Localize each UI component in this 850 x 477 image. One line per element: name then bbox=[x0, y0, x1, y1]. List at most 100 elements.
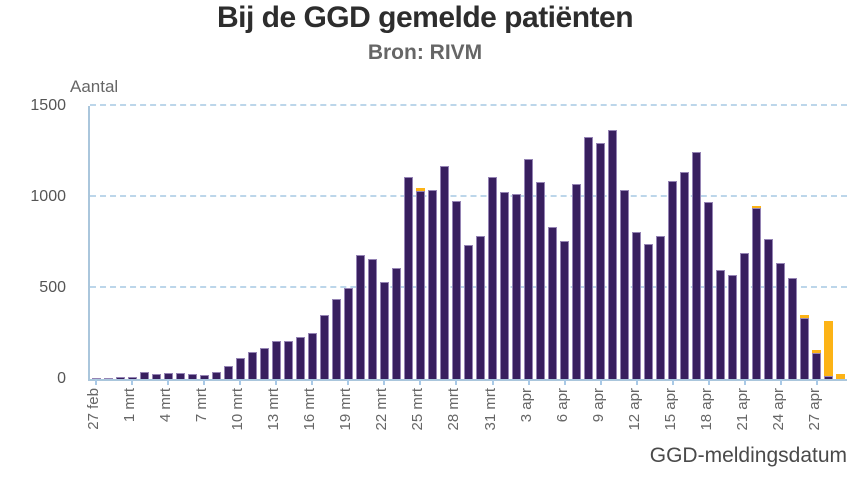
y-tick-label: 500 bbox=[39, 279, 66, 296]
bar-segment-orange bbox=[812, 349, 822, 353]
x-tick-label: 27 feb bbox=[85, 388, 102, 430]
x-tick-mark bbox=[563, 379, 566, 385]
bar-slot bbox=[138, 106, 150, 379]
bar-slot bbox=[294, 106, 306, 379]
bar-segment-purple bbox=[656, 235, 666, 379]
bar-segment-purple bbox=[716, 269, 726, 379]
bar-slot bbox=[414, 106, 426, 379]
bar-segment-purple bbox=[524, 158, 534, 379]
bar-slot bbox=[90, 106, 102, 379]
bar-slot bbox=[126, 106, 138, 379]
bar-segment-purple bbox=[163, 373, 173, 379]
bar-segment-purple bbox=[451, 201, 461, 379]
x-tick-mark bbox=[203, 379, 206, 385]
bar-slot bbox=[631, 106, 643, 379]
y-tick-label: 0 bbox=[57, 370, 66, 387]
bar-slot bbox=[462, 106, 474, 379]
bar-slot bbox=[354, 106, 366, 379]
bar-slot bbox=[390, 106, 402, 379]
bar-segment-purple bbox=[223, 366, 233, 379]
x-tick-label: 10 mrt bbox=[229, 388, 247, 431]
bar-segment-purple bbox=[235, 357, 245, 379]
bar-slot bbox=[258, 106, 270, 379]
x-tick-mark bbox=[239, 379, 242, 385]
x-tick-label: 6 apr bbox=[553, 388, 571, 423]
bar-segment-purple bbox=[644, 243, 654, 379]
bar-slot bbox=[246, 106, 258, 379]
y-tick-label: 1500 bbox=[30, 97, 66, 114]
bar-segment-purple bbox=[572, 183, 582, 379]
bar-slot bbox=[535, 106, 547, 379]
bar-segment-purple bbox=[415, 190, 425, 379]
bar-segment-purple bbox=[476, 235, 485, 379]
bar-slot bbox=[102, 106, 114, 379]
bar-segment-purple bbox=[668, 181, 678, 379]
x-tick-mark bbox=[275, 379, 278, 385]
bar-slot bbox=[162, 106, 174, 379]
x-tick-label: 13 mrt bbox=[265, 388, 283, 431]
bar-segment-purple bbox=[379, 282, 389, 379]
bar-slot bbox=[799, 106, 811, 379]
bar-segment-purple bbox=[175, 373, 185, 379]
bar-slot bbox=[366, 106, 378, 379]
bar-segment-purple bbox=[463, 245, 473, 379]
bar-slot bbox=[691, 106, 703, 379]
bar-slot bbox=[727, 106, 739, 379]
bar-segment-purple bbox=[560, 241, 570, 379]
bar-segment-purple bbox=[331, 298, 341, 379]
x-tick-mark bbox=[311, 379, 314, 385]
bar-slot bbox=[426, 106, 438, 379]
x-tick-marks bbox=[90, 379, 847, 385]
x-tick-mark bbox=[167, 379, 170, 385]
x-tick-mark bbox=[779, 379, 782, 385]
bar-segment-purple bbox=[199, 375, 209, 379]
x-tick-label: 25 mrt bbox=[409, 388, 427, 431]
bar-segment-purple bbox=[692, 151, 702, 379]
x-tick-label: 16 mrt bbox=[301, 388, 319, 431]
bar-segment-purple bbox=[788, 278, 798, 379]
bar-slot bbox=[619, 106, 631, 379]
bar-segment-orange bbox=[824, 320, 834, 377]
gridline bbox=[90, 195, 847, 197]
bar-slot bbox=[234, 106, 246, 379]
x-tick-label: 9 apr bbox=[589, 388, 607, 423]
bar-segment-purple bbox=[427, 190, 437, 379]
x-tick-label: 12 apr bbox=[625, 388, 643, 431]
bar-slot bbox=[655, 106, 667, 379]
bar-segment-purple bbox=[307, 333, 317, 379]
bar-slot bbox=[679, 106, 691, 379]
bar-segment-orange bbox=[752, 206, 762, 209]
x-tick-mark bbox=[707, 379, 710, 385]
bar-slot bbox=[330, 106, 342, 379]
x-tick-label: 1 mrt bbox=[121, 388, 139, 423]
x-tick-mark bbox=[491, 379, 494, 385]
bar-segment-purple bbox=[764, 239, 774, 379]
x-tick-mark bbox=[743, 379, 746, 385]
bar-slot bbox=[715, 106, 727, 379]
bar-segment-purple bbox=[512, 193, 522, 379]
bar-segment-purple bbox=[439, 165, 449, 379]
bar-slot bbox=[438, 106, 450, 379]
bar-slot bbox=[499, 106, 511, 379]
bar-slot bbox=[583, 106, 595, 379]
x-tick-label: 27 apr bbox=[805, 388, 823, 431]
bar-segment-purple bbox=[391, 267, 401, 379]
x-tick-mark bbox=[347, 379, 350, 385]
bar-slot bbox=[523, 106, 535, 379]
bar-segment-purple bbox=[343, 288, 353, 379]
bar-series bbox=[90, 106, 847, 379]
bar-segment-purple bbox=[776, 263, 786, 379]
bar-slot bbox=[739, 106, 751, 379]
bar-segment-orange bbox=[800, 314, 810, 318]
bar-slot bbox=[306, 106, 318, 379]
bar-slot bbox=[571, 106, 583, 379]
bar-segment-purple bbox=[139, 371, 149, 379]
bar-slot bbox=[114, 106, 126, 379]
bar-segment-purple bbox=[728, 274, 738, 379]
bar-segment-purple bbox=[536, 182, 546, 379]
x-tick-mark bbox=[527, 379, 530, 385]
bar-slot bbox=[174, 106, 186, 379]
bar-slot bbox=[402, 106, 414, 379]
bar-slot bbox=[703, 106, 715, 379]
